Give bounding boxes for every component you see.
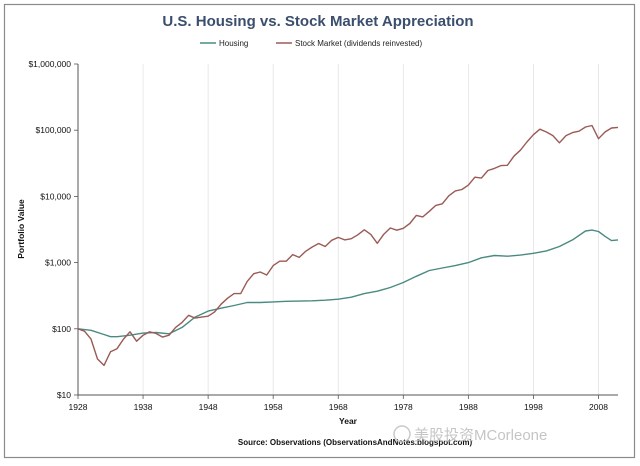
y-tick-label: $1,000 bbox=[45, 258, 71, 268]
watermark: 美股投资MCorleone bbox=[393, 425, 547, 444]
x-axis-title: Year bbox=[339, 416, 358, 426]
series-line-stock-market bbox=[77, 124, 619, 367]
x-tick-label: 1988 bbox=[459, 402, 478, 412]
x-tick-label: 1938 bbox=[134, 402, 153, 412]
x-tick-label: 2008 bbox=[589, 402, 608, 412]
y-tick-label: $100 bbox=[52, 324, 71, 334]
legend: Housing Stock Market (dividends reinveste… bbox=[200, 39, 423, 48]
y-axis-title: Portfolio Value bbox=[16, 199, 26, 259]
y-tick-label: $1,000,000 bbox=[28, 59, 71, 69]
x-tick-label: 1928 bbox=[69, 402, 88, 412]
y-tick-label: $10 bbox=[57, 390, 71, 400]
legend-label-housing: Housing bbox=[219, 39, 248, 48]
x-tick-label: 1978 bbox=[394, 402, 413, 412]
x-tick-label: 1958 bbox=[264, 402, 283, 412]
legend-label-stock-market: Stock Market (dividends reinvested) bbox=[295, 39, 423, 48]
watermark-text: 美股投资MCorleone bbox=[414, 427, 547, 444]
wechat-icon bbox=[393, 425, 411, 443]
chart-border bbox=[3, 3, 636, 459]
y-tick-label: $10,000 bbox=[40, 191, 71, 201]
plot-area: 1928 1938 1948 1958 1968 1978 1988 1998 2008 $10 $… bbox=[28, 59, 619, 412]
x-tick-label: 1948 bbox=[199, 402, 218, 412]
source-note: Source: Observations (ObservationsAndNot… bbox=[238, 438, 473, 447]
chart-title: U.S. Housing vs. Stock Market Appreciati… bbox=[162, 13, 473, 30]
x-tick-label: 1998 bbox=[524, 402, 543, 412]
series-line-housing bbox=[77, 229, 619, 338]
x-tick-label: 1968 bbox=[329, 402, 348, 412]
y-tick-label: $100,000 bbox=[36, 125, 72, 135]
